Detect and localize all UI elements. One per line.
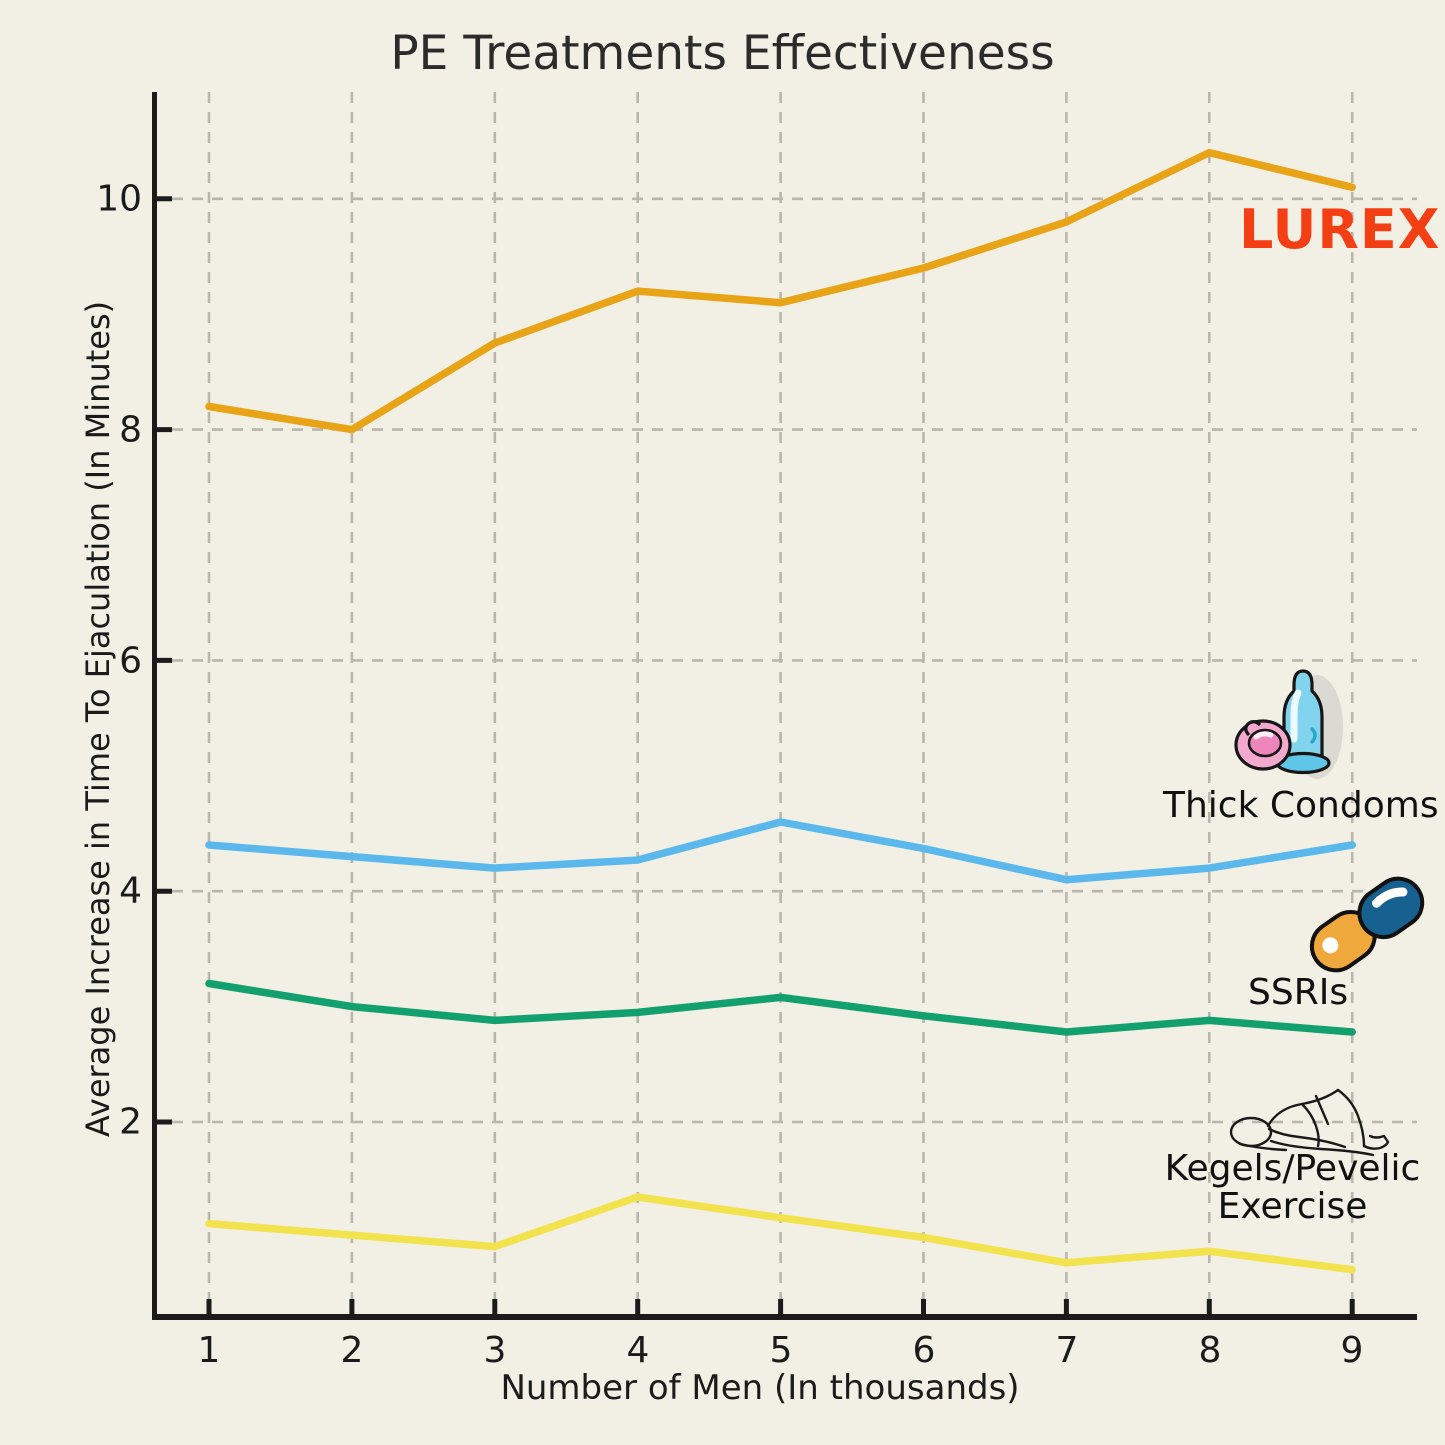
y-axis-tick-labels: 2 4 6 8 10 xyxy=(62,0,142,1445)
x-tick-8: 8 xyxy=(1198,1330,1222,1371)
y-tick-4: 4 xyxy=(119,870,142,912)
y-tick-6: 6 xyxy=(119,640,142,682)
condom-icon xyxy=(1232,655,1357,785)
x-tick-9: 9 xyxy=(1340,1330,1364,1371)
y-tick-8: 8 xyxy=(119,409,142,451)
y-tick-10: 10 xyxy=(96,178,142,220)
x-tick-7: 7 xyxy=(1055,1330,1079,1371)
chart-title: PE Treatments Effectiveness xyxy=(390,26,1055,81)
x-tick-5: 5 xyxy=(769,1330,793,1371)
x-tick-6: 6 xyxy=(912,1330,936,1371)
annotation-thick-condoms: Thick Condoms xyxy=(1163,785,1439,826)
annotation-kegels-line2: Exercise xyxy=(1217,1185,1368,1227)
plot-area xyxy=(152,92,1417,1320)
pill-capsule-icon xyxy=(1295,860,1445,975)
x-axis-label: Number of Men (In thousands) xyxy=(500,1368,1020,1408)
plot-svg xyxy=(152,92,1417,1320)
x-tick-4: 4 xyxy=(626,1330,650,1371)
y-tick-2: 2 xyxy=(119,1101,142,1143)
annotation-kegels-line1: Kegels/Pevelic xyxy=(1164,1148,1421,1189)
annotation-ssris: SSRIs xyxy=(1248,972,1349,1013)
x-tick-2: 2 xyxy=(340,1330,364,1371)
annotation-lurex: LUREX xyxy=(1239,198,1441,261)
x-tick-3: 3 xyxy=(483,1330,507,1371)
x-tick-1: 1 xyxy=(197,1330,221,1371)
pelvic-bridge-exercise-icon xyxy=(1228,1082,1418,1167)
annotation-kegels: Kegels/Pevelic Exercise xyxy=(1150,1150,1435,1226)
